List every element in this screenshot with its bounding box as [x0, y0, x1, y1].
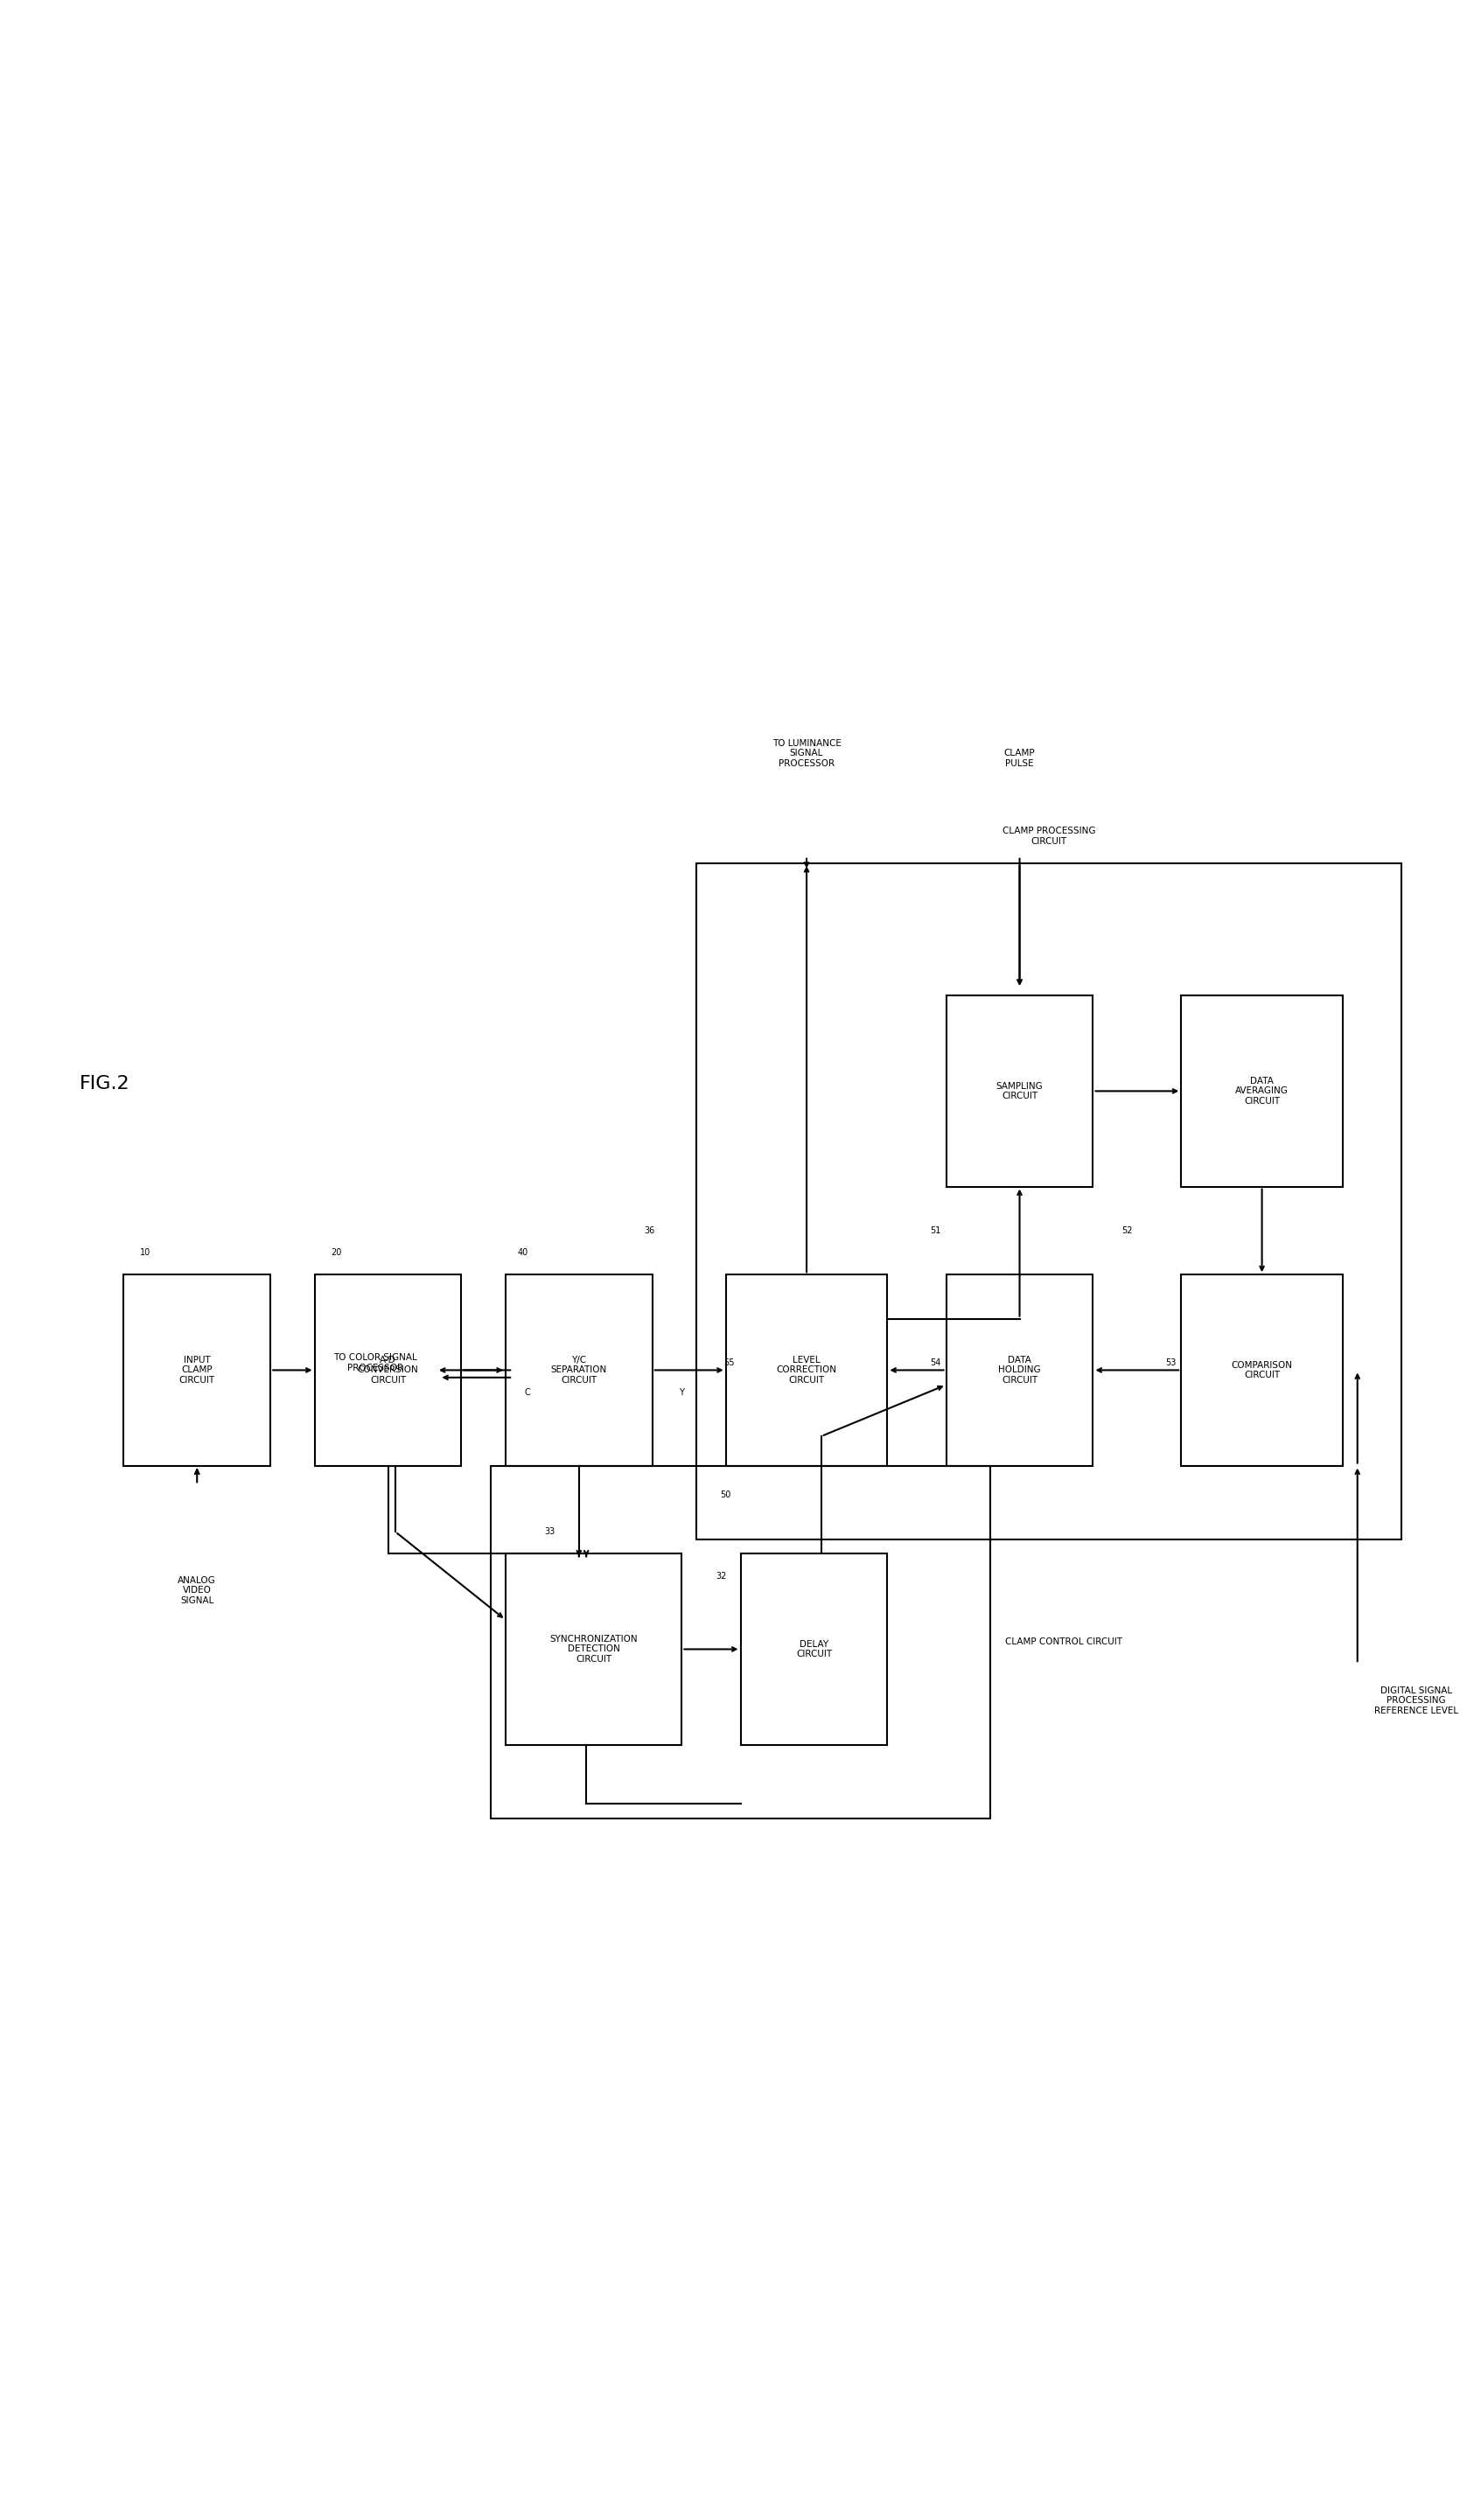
FancyBboxPatch shape	[726, 1275, 887, 1467]
FancyBboxPatch shape	[946, 995, 1093, 1187]
Text: 51: 51	[930, 1227, 942, 1235]
Text: 10: 10	[141, 1247, 151, 1257]
Text: SAMPLING
CIRCUIT: SAMPLING CIRCUIT	[997, 1081, 1043, 1101]
Text: TO COLOR SIGNAL
PROCESSOR: TO COLOR SIGNAL PROCESSOR	[333, 1353, 418, 1373]
Text: C: C	[524, 1389, 530, 1396]
Text: TO LUMINANCE
SIGNAL
PROCESSOR: TO LUMINANCE SIGNAL PROCESSOR	[772, 738, 841, 769]
FancyBboxPatch shape	[1182, 995, 1343, 1187]
Text: DATA
HOLDING
CIRCUIT: DATA HOLDING CIRCUIT	[998, 1356, 1041, 1383]
Text: DATA
AVERAGING
CIRCUIT: DATA AVERAGING CIRCUIT	[1235, 1076, 1288, 1106]
FancyBboxPatch shape	[946, 1275, 1093, 1467]
Text: LEVEL
CORRECTION
CIRCUIT: LEVEL CORRECTION CIRCUIT	[776, 1356, 837, 1383]
Text: 33: 33	[544, 1527, 555, 1537]
Text: A-D
CONVERSION
CIRCUIT: A-D CONVERSION CIRCUIT	[357, 1356, 419, 1383]
FancyBboxPatch shape	[123, 1275, 271, 1467]
Text: 32: 32	[715, 1572, 727, 1580]
Text: 54: 54	[930, 1358, 942, 1368]
Text: SYNCHRONIZATION
DETECTION
CIRCUIT: SYNCHRONIZATION DETECTION CIRCUIT	[549, 1635, 638, 1663]
FancyBboxPatch shape	[740, 1555, 887, 1744]
FancyBboxPatch shape	[505, 1275, 652, 1467]
Text: CLAMP
PULSE: CLAMP PULSE	[1004, 748, 1035, 769]
Text: DELAY
CIRCUIT: DELAY CIRCUIT	[795, 1641, 832, 1658]
Text: 50: 50	[720, 1492, 732, 1499]
Text: 40: 40	[518, 1247, 529, 1257]
FancyBboxPatch shape	[505, 1555, 681, 1744]
Text: Y: Y	[680, 1389, 684, 1396]
Text: DIGITAL SIGNAL
PROCESSING
REFERENCE LEVEL: DIGITAL SIGNAL PROCESSING REFERENCE LEVE…	[1374, 1686, 1459, 1716]
Text: CLAMP CONTROL CIRCUIT: CLAMP CONTROL CIRCUIT	[1006, 1638, 1123, 1646]
Text: 52: 52	[1121, 1227, 1133, 1235]
FancyBboxPatch shape	[314, 1275, 462, 1467]
Text: FIG.2: FIG.2	[80, 1076, 130, 1094]
Text: COMPARISON
CIRCUIT: COMPARISON CIRCUIT	[1231, 1361, 1293, 1378]
Text: 36: 36	[644, 1227, 655, 1235]
Text: 20: 20	[332, 1247, 342, 1257]
Text: 55: 55	[723, 1358, 735, 1368]
Text: Y/C
SEPARATION
CIRCUIT: Y/C SEPARATION CIRCUIT	[551, 1356, 607, 1383]
Text: CLAMP PROCESSING
CIRCUIT: CLAMP PROCESSING CIRCUIT	[1003, 827, 1096, 847]
Text: 53: 53	[1166, 1358, 1176, 1368]
Text: INPUT
CLAMP
CIRCUIT: INPUT CLAMP CIRCUIT	[179, 1356, 215, 1383]
Text: ANALOG
VIDEO
SIGNAL: ANALOG VIDEO SIGNAL	[178, 1575, 216, 1605]
FancyBboxPatch shape	[1182, 1275, 1343, 1467]
